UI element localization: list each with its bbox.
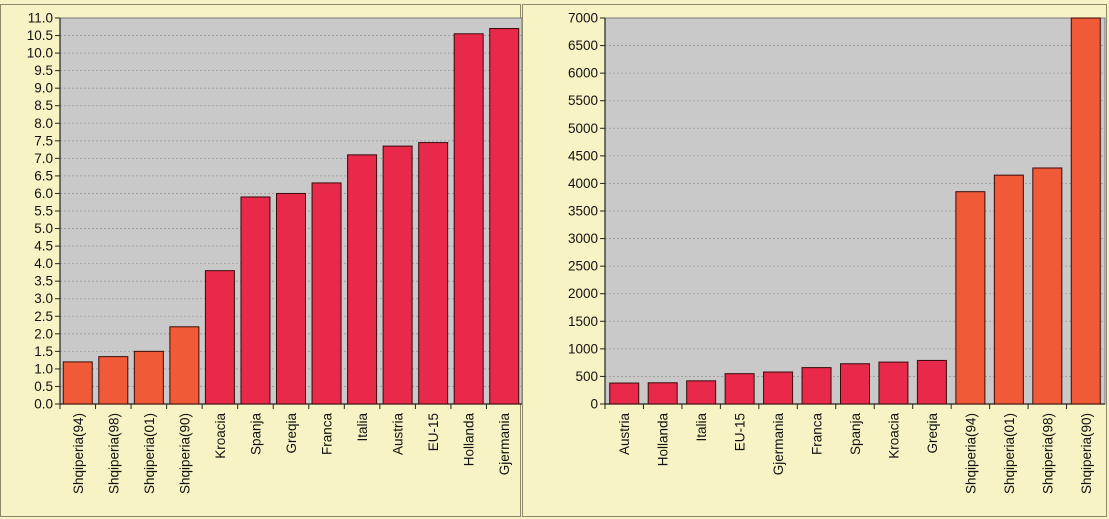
y-tick-label: 4000 (568, 176, 598, 191)
x-category-label: Gjermania (497, 413, 512, 476)
x-category-label: Hollanda (462, 413, 477, 467)
y-tick-label: 4.0 (34, 256, 53, 271)
left-bar-eu-15 (418, 142, 449, 405)
x-category-label: EU-15 (426, 413, 441, 451)
y-tick-label: 5000 (568, 121, 598, 136)
right-bar-shqiperia-98 (1032, 167, 1063, 405)
y-tick-label: 500 (575, 369, 598, 384)
y-tick-label: 1.0 (34, 361, 53, 376)
x-category-label: Shqiperia(90) (1079, 413, 1094, 494)
y-tick-label: 5.0 (34, 221, 53, 236)
y-tick-label: 3.5 (34, 274, 53, 289)
right-bar-franca (801, 367, 832, 405)
x-category-label: Franca (320, 413, 335, 456)
x-category-label: Hollanda (656, 413, 671, 467)
left-bar-spanja (240, 196, 271, 405)
y-tick-label: 9.0 (34, 81, 53, 96)
chart-frame (522, 4, 1107, 517)
y-tick-label: 10.5 (27, 28, 53, 43)
y-tick-label: 11.0 (28, 11, 53, 26)
left-bar-greqia (276, 192, 306, 405)
x-category-label: Austria (617, 413, 632, 456)
x-category-label: Spanja (248, 413, 263, 456)
y-tick-label: 2.5 (34, 309, 53, 324)
x-category-label: Austria (391, 413, 406, 456)
right-bar-greqia (916, 359, 947, 405)
y-tick-label: 1000 (568, 341, 598, 356)
left-bar-shqiperia-90 (169, 326, 200, 405)
x-category-label: Greqia (925, 413, 940, 454)
y-tick-label: 10.0 (27, 46, 53, 61)
y-tick-label: 5500 (568, 93, 598, 108)
x-category-label: Kroacia (886, 413, 901, 459)
left-bar-italia (347, 154, 378, 405)
y-tick-label: 6500 (568, 38, 598, 53)
x-category-label: Shqiperia(94) (963, 413, 978, 494)
right-bar-gjermania (763, 371, 794, 405)
right-bar-eu-15 (724, 373, 755, 405)
right-bar-kroacia (878, 361, 909, 405)
x-category-label: Italia (694, 413, 709, 442)
left-bar-austria (382, 145, 413, 405)
left-bar-gjermania (489, 28, 520, 405)
right-bar-shqiperia-90 (1070, 17, 1101, 405)
x-category-label: Shqiperia(01) (142, 413, 157, 494)
x-category-label: Kroacia (213, 413, 228, 459)
y-tick-label: 1500 (568, 314, 598, 329)
y-tick-label: 3.0 (34, 291, 53, 306)
right-bar-spanja (840, 363, 870, 405)
y-tick-label: 2000 (568, 286, 598, 301)
right-bar-hollanda (647, 382, 678, 405)
left-bar-shqiperia-98 (98, 356, 129, 405)
x-category-label: Shqiperia(98) (106, 413, 121, 494)
y-tick-label: 7000 (568, 11, 598, 26)
x-category-label: Franca (810, 413, 825, 456)
y-tick-label: 9.5 (34, 63, 53, 78)
y-tick-label: 7.0 (34, 151, 53, 166)
y-tick-label: 7.5 (34, 133, 53, 148)
y-tick-label: 6000 (568, 66, 598, 81)
y-tick-label: 8.0 (34, 116, 53, 131)
x-category-label: Shqiperia(90) (177, 413, 192, 494)
x-category-label: EU-15 (733, 413, 748, 451)
y-tick-label: 0 (590, 397, 598, 412)
y-tick-label: 0.5 (34, 379, 53, 394)
right-bar-shqiperia-01 (993, 174, 1024, 405)
y-tick-label: 3500 (568, 204, 598, 219)
y-tick-label: 0.0 (34, 397, 53, 412)
x-category-label: Shqiperia(98) (1040, 413, 1055, 494)
left-bar-hollanda (453, 33, 484, 405)
right-bar-chart: 0 500 1000 1500 2000 2500 3000 3500 4000 4500 5000… (522, 4, 1107, 517)
x-category-label: Gjermania (771, 413, 786, 476)
y-tick-label: 4.5 (34, 239, 53, 254)
x-category-label: Greqia (284, 413, 299, 454)
y-tick-label: 2.0 (34, 326, 53, 341)
y-tick-label: 6.5 (34, 168, 53, 183)
x-category-label: Italia (355, 413, 370, 442)
y-tick-label: 2500 (568, 259, 598, 274)
y-tick-label: 8.5 (34, 98, 53, 113)
y-tick-label: 5.5 (34, 204, 53, 219)
y-tick-label: 4500 (568, 148, 598, 163)
y-tick-label: 3000 (568, 231, 598, 246)
right-bar-austria (609, 382, 640, 405)
left-bar-chart: 0.0 0.5 1.0 1.5 2.0 2.5 3.0 3.5 4.0 4.5 5.0 5.5 6.0 6… (0, 4, 522, 517)
right-bar-shqiperia-94 (955, 191, 986, 405)
x-category-label: Spanja (848, 413, 863, 456)
x-category-label: Shqiperia(01) (1002, 413, 1017, 494)
y-tick-label: 6.0 (34, 186, 53, 201)
left-bar-shqiperia-94 (62, 361, 93, 405)
left-bar-franca (311, 182, 342, 405)
x-category-label: Shqiperia(94) (71, 413, 86, 494)
right-bar-italia (686, 380, 717, 405)
left-bar-shqiperia-01 (133, 350, 164, 405)
y-tick-label: 1.5 (34, 344, 53, 359)
left-bar-kroacia (204, 270, 235, 405)
